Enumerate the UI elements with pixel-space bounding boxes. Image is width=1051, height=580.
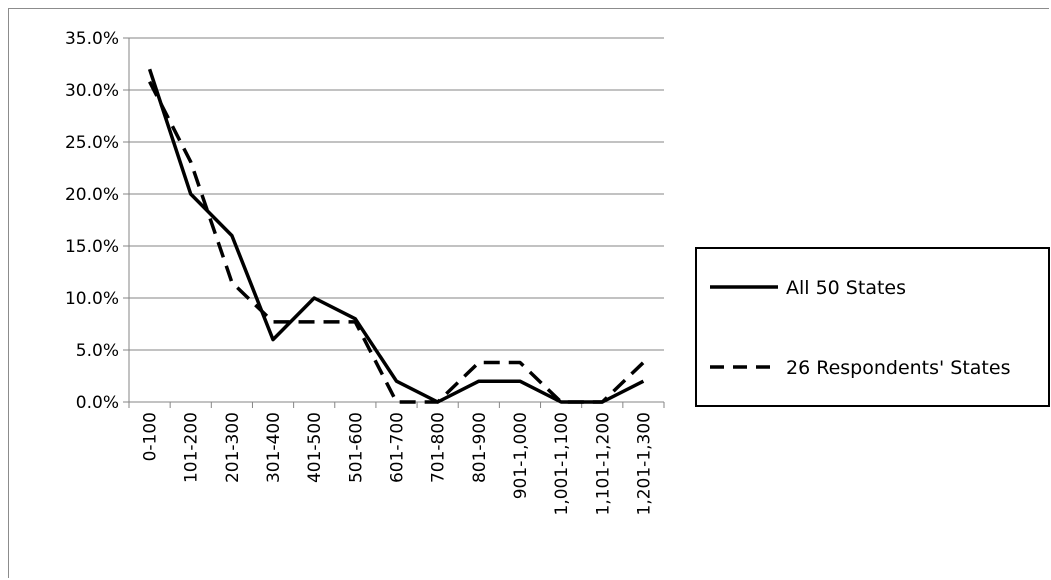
y-tick-label: 5.0% <box>76 341 119 361</box>
y-tick-label: 30.0% <box>65 81 119 101</box>
chart-frame <box>8 8 1049 578</box>
y-tick-label: 0.0% <box>76 393 119 413</box>
x-tick-label: 401-500 <box>305 412 325 483</box>
y-axis-tick-labels: 0.0% 5.0% 10.0% 15.0% 20.0% 25.0% 30.0% 35.0% <box>65 29 119 413</box>
x-tick-label: 901-1,000 <box>511 412 531 499</box>
series-line-0 <box>147 68 645 404</box>
y-tick-label: 35.0% <box>65 29 119 49</box>
axes <box>123 37 665 408</box>
series-lines <box>147 68 645 404</box>
y-tick-label: 10.0% <box>65 289 119 309</box>
y-tick-label: 15.0% <box>65 237 119 257</box>
y-tick-label: 25.0% <box>65 133 119 153</box>
x-tick-label: 1,201-1,300 <box>634 412 654 515</box>
legend-box <box>695 247 1050 407</box>
x-tick-label: 501-600 <box>346 412 366 483</box>
legend: All 50 States 26 Respondents' States <box>695 247 1050 407</box>
series-line-1 <box>148 80 645 404</box>
x-tick-label: 1,101-1,200 <box>593 412 613 515</box>
legend-label-all-50-states: All 50 States <box>786 277 906 299</box>
x-tick-label: 801-900 <box>470 412 490 483</box>
x-axis-tick-labels: 0-100 101-200 201-300 301-400 401-500 501-600… <box>141 412 655 515</box>
x-tick-label: 301-400 <box>264 412 284 483</box>
gridlines <box>129 37 664 351</box>
x-tick-label: 601-700 <box>388 412 408 483</box>
x-tick-label: 701-800 <box>429 412 449 483</box>
legend-label-26-respondents-states: 26 Respondents' States <box>786 357 1010 379</box>
x-tick-label: 101-200 <box>182 412 202 483</box>
x-tick-label: 0-100 <box>141 412 161 461</box>
x-tick-label: 1,001-1,100 <box>552 412 572 515</box>
y-tick-label: 20.0% <box>65 185 119 205</box>
x-tick-label: 201-300 <box>223 412 243 483</box>
